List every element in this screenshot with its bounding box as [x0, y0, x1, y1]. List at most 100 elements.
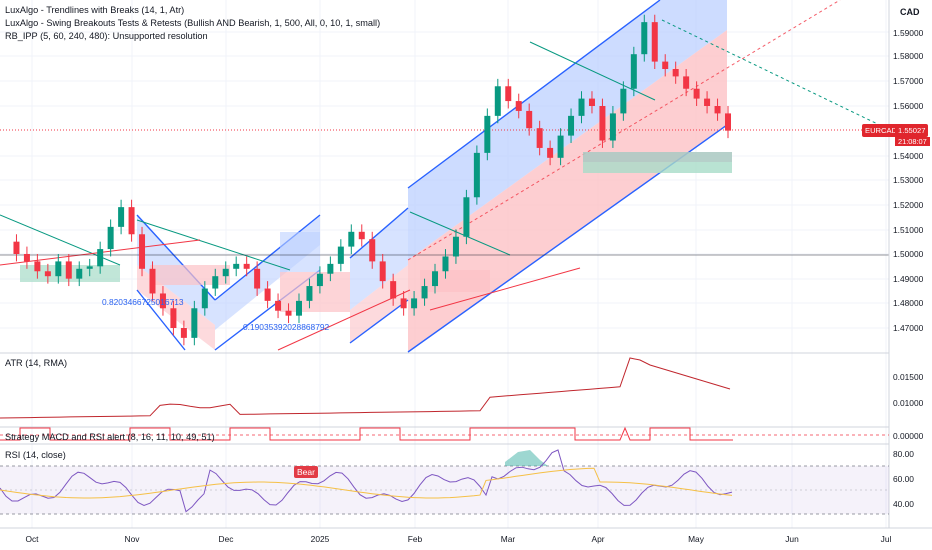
price-scale[interactable]: 1.59000 1.58000 1.57000 1.56000 1.54000 …: [889, 0, 932, 550]
candle-body: [243, 263, 250, 269]
price-tick: 1.54000: [893, 151, 924, 161]
rsi-tick: 80.00: [893, 449, 914, 459]
trendline-green-2: [136, 219, 291, 271]
candle-body: [86, 266, 93, 269]
candle-body: [683, 76, 690, 89]
macd-strategy-line: [0, 426, 733, 441]
candle-body: [630, 54, 637, 89]
candle-body: [442, 256, 449, 272]
candle-body: [264, 288, 271, 301]
candle-body: [13, 241, 20, 254]
candle-body: [275, 300, 282, 311]
time-label: 2025: [310, 534, 330, 544]
candle-body: [358, 231, 365, 240]
candle-body: [725, 113, 731, 131]
fib-annotation-2: 0.19035392028868792: [243, 322, 330, 332]
currency-label[interactable]: CAD: [900, 7, 920, 17]
channel-jan-line1: [349, 207, 409, 259]
atr-pane-label[interactable]: ATR (14, RMA): [5, 358, 68, 368]
candle-body: [149, 268, 156, 294]
candle-body: [34, 261, 41, 272]
zone-feb-red: [420, 270, 490, 292]
candle-body: [369, 239, 376, 262]
price-tick: 1.51000: [893, 225, 924, 235]
trendline-red-2: [277, 289, 411, 351]
candle-body: [484, 115, 491, 153]
price-tick: 1.48000: [893, 298, 924, 308]
candle-body: [222, 268, 229, 277]
macd-pane-label[interactable]: Strategy MACD and RSI alert (8, 16, 11, …: [5, 432, 215, 442]
candle-body: [337, 246, 344, 264]
candle-body: [379, 261, 386, 282]
candle-body: [411, 298, 418, 309]
candle-body: [505, 86, 512, 102]
candle-body: [672, 69, 679, 77]
candle-body: [97, 249, 104, 267]
candle-body: [118, 207, 125, 227]
trend-channels: [0, 0, 891, 353]
channel-jan-line2: [349, 299, 409, 344]
candle-body: [641, 22, 648, 55]
time-label: Apr: [591, 534, 605, 544]
price-tick: 1.59000: [893, 28, 924, 38]
last-price-tag[interactable]: 1.55027: [895, 124, 929, 137]
trendline-red-3: [429, 267, 581, 311]
trendline-down-dashed: [661, 19, 891, 131]
time-label: Dec: [218, 534, 234, 544]
candle-body: [526, 110, 533, 129]
atr-tick: 0.01500: [893, 372, 924, 382]
rsi-tick: 60.00: [893, 474, 914, 484]
time-label: Feb: [407, 534, 423, 544]
box-dec-blue: [280, 232, 320, 272]
candle-body: [704, 98, 711, 106]
candle-body: [568, 115, 575, 136]
trendline-green-3: [409, 211, 511, 256]
legend-line-1[interactable]: LuxAlgo - Trendlines with Breaks (14, 1,…: [5, 5, 185, 15]
candle-body: [139, 234, 146, 269]
candle-body: [714, 106, 721, 114]
price-tick: 1.56000: [893, 101, 924, 111]
retest-zone-green: [583, 152, 732, 173]
time-label: Oct: [25, 534, 39, 544]
candle-body: [421, 286, 428, 299]
candlesticks: [13, 14, 731, 346]
candle-body: [191, 308, 198, 338]
retest-zone-gray: [583, 152, 732, 162]
time-label: Mar: [500, 534, 516, 544]
candle-body: [65, 261, 72, 279]
candle-body: [452, 236, 459, 257]
candle-body: [473, 152, 480, 198]
candle-body: [651, 22, 658, 62]
candle-body: [107, 226, 114, 250]
channel-nov-line2: [136, 289, 186, 351]
box-dec-red: [280, 272, 350, 312]
price-tick: 1.52000: [893, 200, 924, 210]
candle-body: [180, 328, 187, 338]
legend-line-2[interactable]: LuxAlgo - Swing Breakouts Tests & Retest…: [5, 18, 381, 28]
time-label: Jul: [880, 534, 892, 544]
candle-body: [76, 268, 83, 279]
channel-dec-line1: [214, 214, 321, 301]
rsi-ma-line: [0, 467, 733, 499]
rsi-pane-label[interactable]: RSI (14, close): [5, 450, 66, 460]
candle-body: [44, 271, 51, 277]
price-tick: 1.58000: [893, 51, 924, 61]
channel-jan-blue: [350, 208, 408, 310]
zone-nov-red: [150, 265, 230, 285]
candle-body: [295, 300, 302, 316]
candle-body: [588, 98, 595, 106]
candle-body: [327, 263, 334, 274]
candle-body: [515, 101, 522, 111]
atr-tick: 0.01000: [893, 398, 924, 408]
legend-line-3[interactable]: RB_IPP (5, 60, 240, 480): Unsupported re…: [5, 31, 208, 41]
price-tick: 1.57000: [893, 76, 924, 86]
candle-body: [390, 281, 397, 299]
candle-body: [578, 98, 585, 116]
bar-countdown: 21:08:07: [895, 137, 930, 146]
macd-tick: 0.00000: [893, 431, 924, 441]
candle-body: [201, 288, 208, 309]
bear-signal-badge: Bear: [294, 466, 318, 478]
candle-body: [547, 147, 554, 158]
symbol-tag[interactable]: EURCAD: [862, 124, 901, 137]
